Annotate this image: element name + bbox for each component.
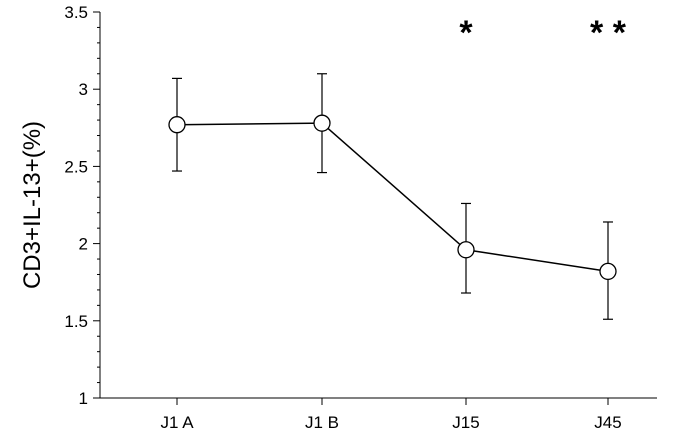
x-tick-label: J1 B	[305, 413, 339, 432]
x-tick-label: J15	[452, 413, 479, 432]
y-axis-title: CD3+IL-13+(%)	[19, 121, 46, 289]
y-axis: 1 1.5 2 2.5 3 3.5 CD3+IL-13+(%)	[19, 3, 101, 408]
significance-annotations: * * *	[459, 14, 626, 52]
y-tick-label: 1	[79, 389, 88, 408]
x-ticks: J1 A J1 B J15 J45	[160, 398, 622, 432]
significance-marker: * *	[590, 14, 627, 52]
y-tick-label: 2	[79, 235, 88, 254]
y-tick-label: 2.5	[64, 157, 88, 176]
y-tick-label: 3	[79, 80, 88, 99]
x-axis: J1 A J1 B J15 J45	[100, 397, 657, 432]
y-tick-label: 1.5	[64, 312, 88, 331]
data-point	[313, 114, 331, 132]
data-point	[168, 116, 186, 134]
data-point	[599, 262, 617, 281]
y-tick-label: 3.5	[64, 3, 88, 22]
data-point	[457, 241, 475, 259]
x-tick-label: J45	[594, 413, 621, 432]
series-line	[176, 122, 609, 273]
y-ticks: 1 1.5 2 2.5 3 3.5	[64, 3, 100, 408]
plot-area	[168, 73, 617, 320]
x-tick-label: J1 A	[160, 413, 194, 432]
significance-marker: *	[459, 14, 473, 52]
